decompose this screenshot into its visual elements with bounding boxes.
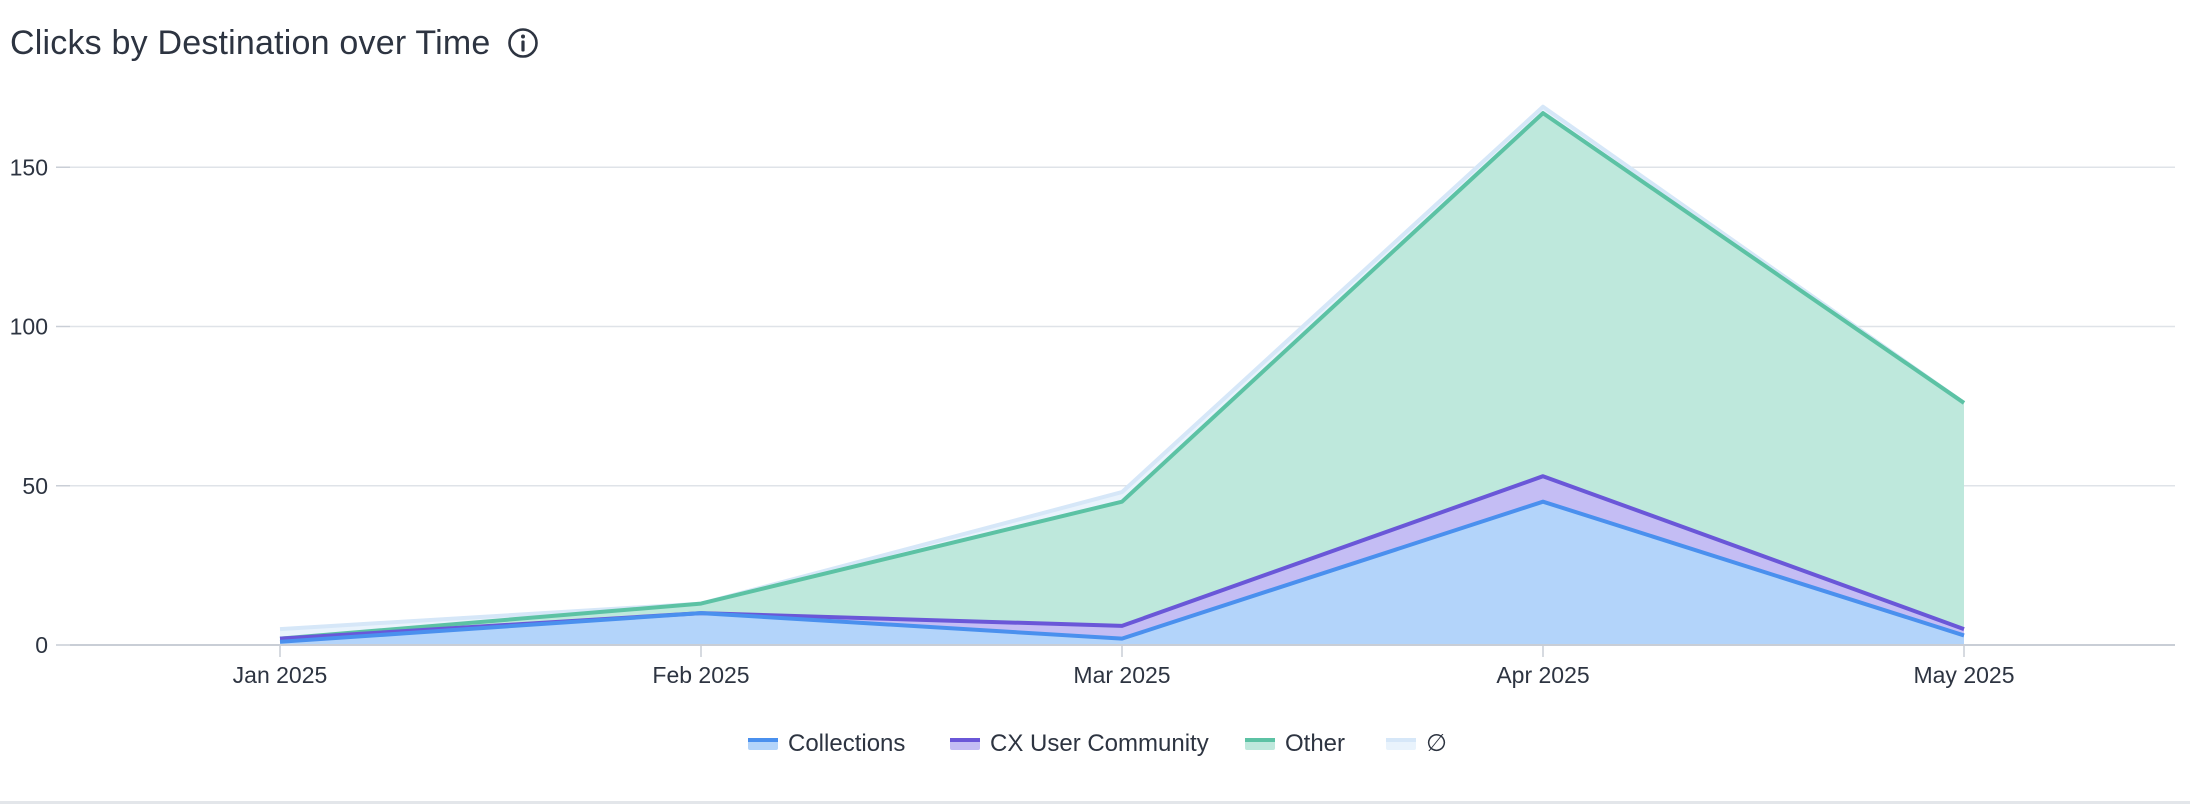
legend-item[interactable]: CX User Community — [950, 730, 1209, 757]
y-tick-label: 150 — [10, 154, 48, 180]
legend-swatch — [1245, 740, 1275, 750]
y-axis: 0 50 100 150 — [10, 154, 70, 658]
area-other — [280, 113, 1964, 639]
area-collections — [280, 501, 1964, 645]
legend-swatch — [950, 740, 980, 750]
y-tick-label: 0 — [35, 632, 48, 658]
legend-label: Collections — [788, 730, 905, 757]
y-tick-label: 50 — [22, 473, 48, 499]
chart-title: Clicks by Destination over Time — [10, 23, 491, 62]
x-tick-label: Apr 2025 — [1496, 662, 1589, 688]
legend: Collections CX User Community Other ∅ — [748, 730, 1447, 757]
line-other — [279, 111, 1966, 641]
chart-header: Clicks by Destination over Time — [10, 18, 540, 68]
legend-label: Other — [1285, 730, 1345, 757]
legend-label: CX User Community — [990, 730, 1209, 757]
x-tick-label: Mar 2025 — [1073, 662, 1170, 688]
legend-swatch — [748, 740, 778, 750]
info-circle-icon[interactable] — [506, 26, 540, 60]
legend-label: ∅ — [1426, 730, 1447, 757]
line-collections — [279, 499, 1965, 644]
legend-item[interactable]: ∅ — [1386, 730, 1447, 757]
legend-item[interactable]: Other — [1245, 730, 1345, 757]
legend-swatch — [1386, 740, 1416, 750]
legend-item[interactable]: Collections — [748, 730, 905, 757]
x-tick-label: Feb 2025 — [652, 662, 749, 688]
bottom-divider — [0, 801, 2190, 804]
x-tick-label: May 2025 — [1913, 662, 2014, 688]
series-areas — [280, 106, 1964, 645]
series-lines — [279, 104, 1966, 644]
line-- — [279, 104, 1966, 632]
x-tick-label: Jan 2025 — [233, 662, 328, 688]
y-tick-label: 100 — [10, 314, 48, 340]
x-axis: Jan 2025 Feb 2025 Mar 2025 Apr 2025 May 2025 — [70, 644, 2175, 688]
